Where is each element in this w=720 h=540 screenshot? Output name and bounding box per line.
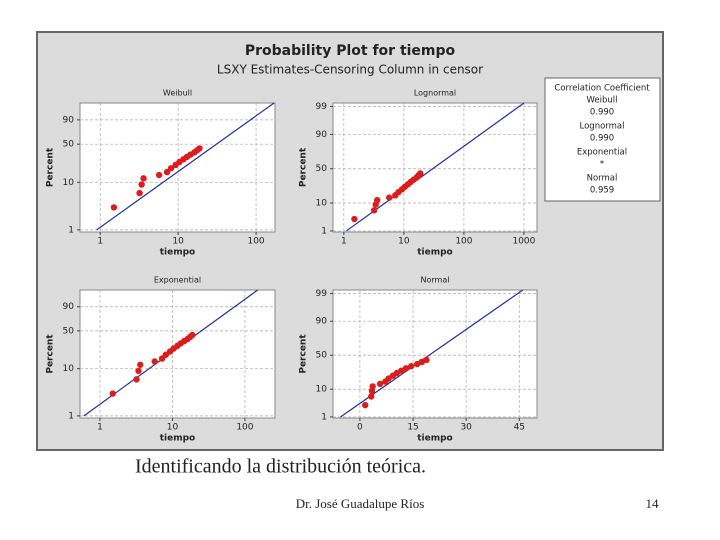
page-number: 14 <box>646 496 660 511</box>
x-tick-label: 0 <box>357 423 363 433</box>
data-point <box>189 331 196 339</box>
panel-title: Exponential <box>154 276 201 285</box>
legend-name: Lognormal <box>580 122 625 132</box>
legend-value: * <box>600 160 604 170</box>
x-tick-label: 10 <box>398 237 410 247</box>
footer: Dr. José Guadalupe Ríos <box>296 496 425 511</box>
y-axis-label: Percent <box>46 334 56 374</box>
y-axis-label: Percent <box>299 334 309 374</box>
data-point <box>376 380 384 388</box>
x-tick-label: 1000 <box>512 237 535 247</box>
data-point <box>110 204 118 211</box>
y-tick-label: 1 <box>321 412 327 422</box>
data-point <box>417 170 424 177</box>
x-axis-label: tiempo <box>160 434 196 444</box>
y-tick-label: 10 <box>63 178 75 188</box>
legend-name: Weibull <box>586 96 617 106</box>
y-tick-label: 99 <box>316 289 328 299</box>
figure-title: Probability Plot for tiempo <box>245 43 456 59</box>
x-tick-label: 100 <box>455 237 472 247</box>
plot-area <box>332 289 538 419</box>
data-point <box>138 181 145 188</box>
y-axis-label: Percent <box>299 147 309 187</box>
data-point <box>163 168 171 176</box>
data-point <box>362 401 369 409</box>
data-point <box>162 351 170 358</box>
y-tick-label: 90 <box>63 115 75 125</box>
y-tick-label: 10 <box>316 199 328 209</box>
x-axis-label: tiempo <box>417 248 453 258</box>
data-point <box>423 356 430 364</box>
legend-name: Normal <box>587 174 618 184</box>
panel-title: Weibull <box>163 89 192 98</box>
panel-title: Normal <box>421 276 450 285</box>
y-tick-label: 90 <box>63 302 75 312</box>
y-tick-label: 99 <box>316 102 328 112</box>
panel-title: Lognormal <box>414 89 456 98</box>
data-point <box>155 171 163 179</box>
legend-value: 0.959 <box>590 186 614 196</box>
x-tick-label: 45 <box>514 423 525 433</box>
data-point <box>408 362 415 370</box>
x-axis-label: tiempo <box>417 434 453 444</box>
x-tick-label: 10 <box>172 237 184 247</box>
y-tick-label: 10 <box>316 385 328 395</box>
x-tick-label: 1 <box>341 237 347 247</box>
data-point <box>140 175 147 182</box>
data-point <box>151 358 158 365</box>
y-tick-label: 50 <box>316 164 328 174</box>
x-tick-label: 1 <box>97 237 103 247</box>
x-tick-label: 100 <box>247 237 264 247</box>
data-point <box>133 376 140 383</box>
x-tick-label: 15 <box>407 423 418 433</box>
data-point <box>374 196 381 204</box>
data-point <box>109 390 116 397</box>
data-point <box>137 361 144 368</box>
legend-box <box>544 77 661 202</box>
x-tick-label: 10 <box>167 423 179 433</box>
y-axis-label: Percent <box>46 147 56 187</box>
plot-area <box>79 289 276 419</box>
legend-value: 0.990 <box>590 134 614 144</box>
y-tick-label: 1 <box>321 226 327 236</box>
x-tick-label: 30 <box>460 423 472 433</box>
data-point <box>402 365 410 372</box>
y-tick-label: 50 <box>316 351 328 361</box>
data-point <box>135 367 142 375</box>
data-point <box>369 383 376 390</box>
data-point <box>386 194 393 201</box>
y-tick-label: 50 <box>63 326 75 336</box>
caption: Identificando la distribución teórica. <box>135 456 426 478</box>
data-point <box>368 393 375 400</box>
x-axis-label: tiempo <box>160 248 196 258</box>
data-point <box>136 189 143 197</box>
data-point <box>167 165 175 172</box>
legend-name: Exponential <box>577 148 627 158</box>
y-tick-label: 1 <box>68 225 74 235</box>
x-tick-label: 1 <box>97 423 103 433</box>
data-point <box>370 207 378 214</box>
y-tick-label: 10 <box>63 364 75 374</box>
legend-title: Correlation Coefficient <box>554 84 650 94</box>
fit-line <box>96 102 275 231</box>
y-tick-label: 50 <box>63 140 75 150</box>
data-point <box>351 215 358 223</box>
y-tick-label: 1 <box>68 411 74 421</box>
figure-subtitle: LSXY Estimates-Censoring Column in censo… <box>217 63 483 77</box>
legend-value: 0.990 <box>590 108 614 118</box>
y-tick-label: 90 <box>316 130 328 140</box>
x-tick-label: 100 <box>236 423 253 433</box>
data-point <box>196 145 203 152</box>
y-tick-label: 90 <box>316 317 328 327</box>
